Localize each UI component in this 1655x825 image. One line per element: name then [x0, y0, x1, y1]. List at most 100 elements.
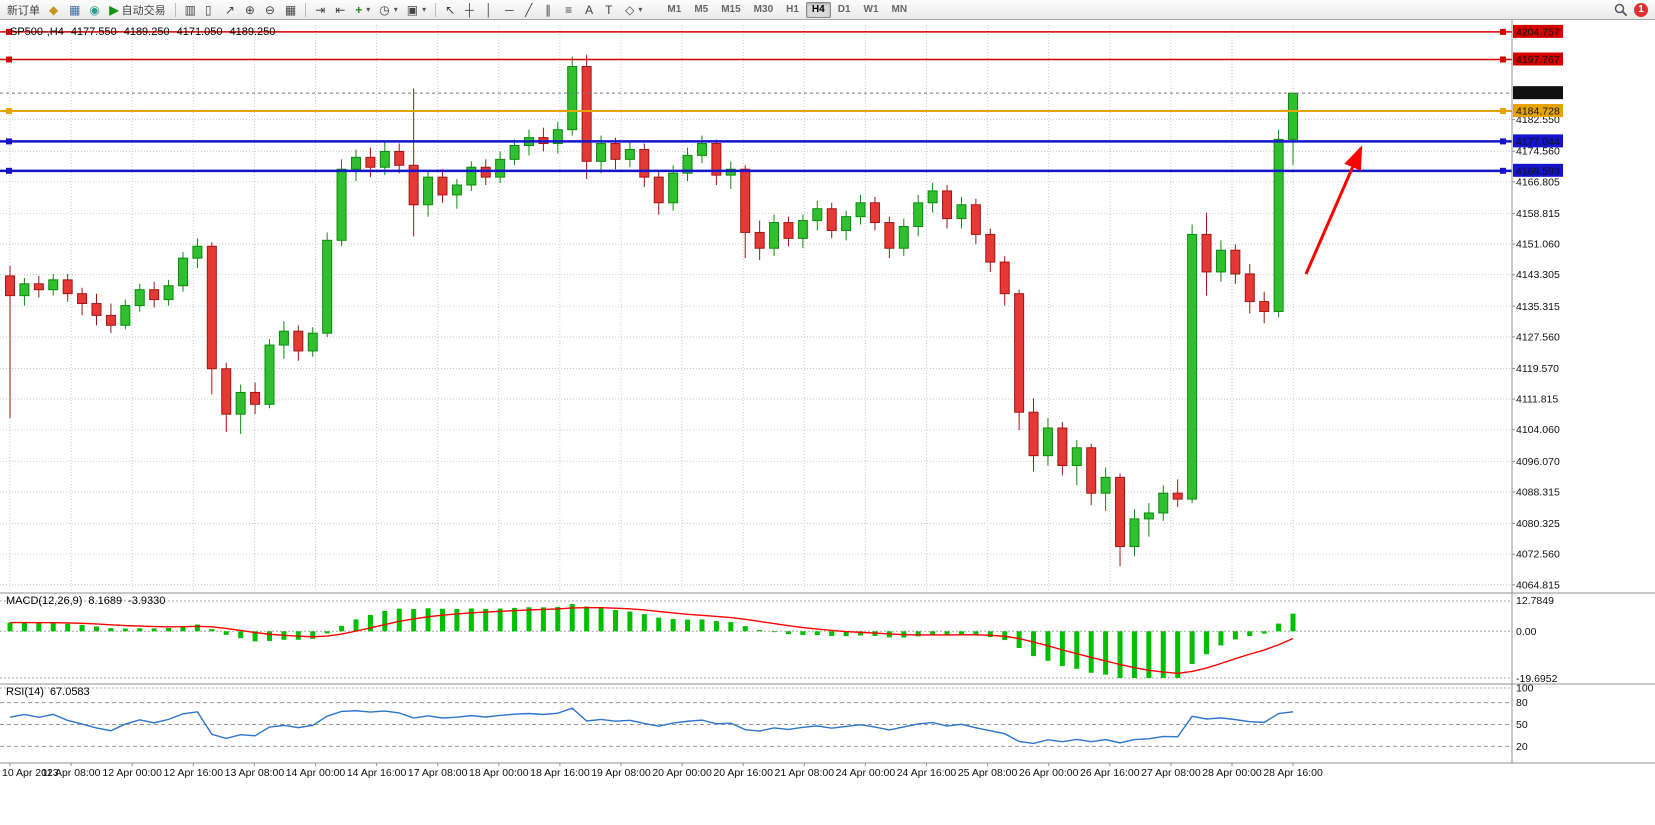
svg-text:4111.815: 4111.815 — [1516, 394, 1558, 406]
macd-main-value: 8.1689 — [88, 595, 123, 607]
text-icon: A — [585, 2, 594, 17]
caret-icon: ▾ — [366, 5, 371, 14]
svg-text:4135.315: 4135.315 — [1516, 301, 1560, 313]
svg-text:4151.060: 4151.060 — [1516, 239, 1560, 251]
templates-button[interactable]: ▣ ▾ — [403, 1, 430, 19]
tile-windows-button[interactable]: ▦ — [281, 1, 300, 19]
svg-text:4177.044: 4177.044 — [1516, 136, 1560, 148]
timeframe-h4[interactable]: H4 — [805, 1, 831, 18]
ohlc-low: 4171.050 — [176, 26, 223, 38]
svg-text:4184.728: 4184.728 — [1516, 106, 1560, 118]
svg-text:20 Apr 00:00: 20 Apr 00:00 — [652, 767, 712, 779]
cursor-tool-button[interactable]: ↖ — [441, 1, 460, 19]
rsi-value: 67.0583 — [49, 686, 90, 698]
candles — [5, 54, 1299, 567]
community-button[interactable]: ◉ — [85, 1, 104, 19]
timeframe-m15[interactable]: M15 — [715, 2, 746, 18]
caret-icon: ▾ — [422, 5, 427, 14]
svg-text:25 Apr 08:00: 25 Apr 08:00 — [958, 767, 1018, 779]
line-chart-button[interactable]: ↗ — [221, 1, 240, 19]
new-order-button[interactable]: 新订单 — [3, 1, 44, 19]
autotrading-button[interactable]: ▶ 自动交易 — [105, 1, 169, 19]
timeframe-m5[interactable]: M5 — [688, 2, 714, 18]
svg-text:4119.570: 4119.570 — [1516, 363, 1559, 375]
svg-text:28 Apr 00:00: 28 Apr 00:00 — [1202, 767, 1262, 779]
profile-button[interactable]: ◆ — [45, 1, 64, 19]
svg-text:4166.805: 4166.805 — [1516, 176, 1560, 188]
timeframe-m30[interactable]: M30 — [748, 2, 779, 18]
svg-text:19 Apr 08:00: 19 Apr 08:00 — [591, 767, 651, 779]
candlestick-chart-button[interactable]: ▯ — [201, 1, 220, 19]
shapes-tool-button[interactable]: ◇ ▾ — [621, 1, 646, 19]
timeframe-h1[interactable]: H1 — [780, 2, 805, 18]
crosshair-tool-button[interactable]: ┼ — [461, 1, 480, 19]
timeframe-d1[interactable]: D1 — [832, 2, 857, 18]
panel-frame — [0, 20, 1655, 764]
ohlc-high: 4189.250 — [123, 26, 170, 38]
zoom-in-icon: ⊕ — [244, 2, 255, 17]
caret-icon: ▾ — [393, 5, 398, 14]
svg-text:18 Apr 00:00: 18 Apr 00:00 — [469, 767, 529, 779]
notification-badge[interactable]: 1 — [1634, 2, 1648, 17]
tile-windows-icon: ▦ — [284, 2, 297, 17]
label-tool-button[interactable]: T — [601, 1, 620, 19]
indicators-button[interactable]: + ▾ — [351, 1, 374, 19]
svg-text:12.7849: 12.7849 — [1516, 595, 1554, 607]
svg-text:50: 50 — [1516, 719, 1528, 731]
svg-text:4143.305: 4143.305 — [1516, 269, 1560, 281]
auto-scroll-button[interactable]: ⇥ — [311, 1, 330, 19]
autotrading-icon: ▶ — [109, 2, 119, 17]
bars-chart-button[interactable]: ▥ — [181, 1, 200, 19]
timeframe-mn[interactable]: MN — [886, 2, 914, 18]
line-chart-icon: ↗ — [224, 2, 235, 17]
svg-text:11 Apr 08:00: 11 Apr 08:00 — [42, 767, 101, 779]
market-watch-button[interactable]: ▦ — [65, 1, 84, 19]
svg-text:12 Apr 16:00: 12 Apr 16:00 — [164, 767, 224, 779]
crosshair-icon: ┼ — [465, 2, 474, 17]
svg-text:4127.560: 4127.560 — [1516, 331, 1560, 343]
svg-text:4064.815: 4064.815 — [1516, 579, 1560, 591]
svg-text:4104.060: 4104.060 — [1516, 424, 1560, 436]
zoom-in-button[interactable]: ⊕ — [241, 1, 260, 19]
svg-text:21 Apr 08:00: 21 Apr 08:00 — [775, 767, 835, 779]
level-lines[interactable] — [0, 28, 1512, 174]
svg-text:4197.767: 4197.767 — [1516, 54, 1560, 66]
svg-text:4096.070: 4096.070 — [1516, 456, 1560, 468]
horizontal-line-tool-button[interactable]: ─ — [501, 1, 520, 19]
svg-text:26 Apr 00:00: 26 Apr 00:00 — [1019, 767, 1079, 779]
market-watch-icon: ▦ — [69, 2, 81, 17]
auto-scroll-icon: ⇥ — [315, 2, 326, 17]
autotrading-label: 自动交易 — [121, 4, 166, 17]
text-tool-button[interactable]: A — [581, 1, 600, 19]
shapes-icon: ◇ — [625, 2, 635, 17]
trendline-icon: ╱ — [525, 2, 533, 17]
template-icon: ▣ — [406, 2, 419, 17]
price-axis[interactable]: 4182.550 4174.560 4166.805 4158.815 4151.060… — [1512, 24, 1563, 591]
chart-shift-icon: ⇤ — [335, 2, 346, 17]
clock-icon: ◷ — [379, 2, 390, 17]
svg-text:20: 20 — [1516, 741, 1528, 753]
macd-signal-value: -3.9330 — [128, 595, 166, 607]
fibonacci-tool-button[interactable]: ≡ — [561, 1, 580, 19]
svg-text:18 Apr 16:00: 18 Apr 16:00 — [530, 767, 590, 779]
chart-header: SP500-,H4 4177.550 4189.250 4171.050 418… — [10, 26, 275, 38]
vertical-line-tool-button[interactable]: │ — [481, 1, 500, 19]
search-icon[interactable] — [1614, 3, 1628, 17]
macd-name: MACD(12,26,9) — [6, 595, 83, 607]
trend-arrow[interactable] — [1304, 145, 1363, 275]
trendline-tool-button[interactable]: ╱ — [521, 1, 540, 19]
periods-button[interactable]: ◷ ▾ — [375, 1, 402, 19]
channel-tool-button[interactable]: ∥ — [541, 1, 560, 19]
svg-text:17 Apr 08:00: 17 Apr 08:00 — [408, 767, 468, 779]
ohlc-open: 4177.550 — [70, 26, 117, 38]
zoom-out-button[interactable]: ⊖ — [261, 1, 280, 19]
timeframe-m1[interactable]: M1 — [661, 2, 687, 18]
svg-text:14 Apr 16:00: 14 Apr 16:00 — [347, 767, 407, 779]
chart-shift-button[interactable]: ⇤ — [331, 1, 350, 19]
toolbar: 新订单 ◆ ▦ ◉ ▶ 自动交易 ▥ ▯ ↗ ⊕ ⊖ ▦ ⇥ ⇤ + ▾ ◷ ▾ ▣… — [0, 0, 1655, 20]
svg-text:27 Apr 08:00: 27 Apr 08:00 — [1141, 767, 1201, 779]
timeframe-w1[interactable]: W1 — [858, 2, 885, 18]
toolbar-separator — [435, 2, 437, 17]
